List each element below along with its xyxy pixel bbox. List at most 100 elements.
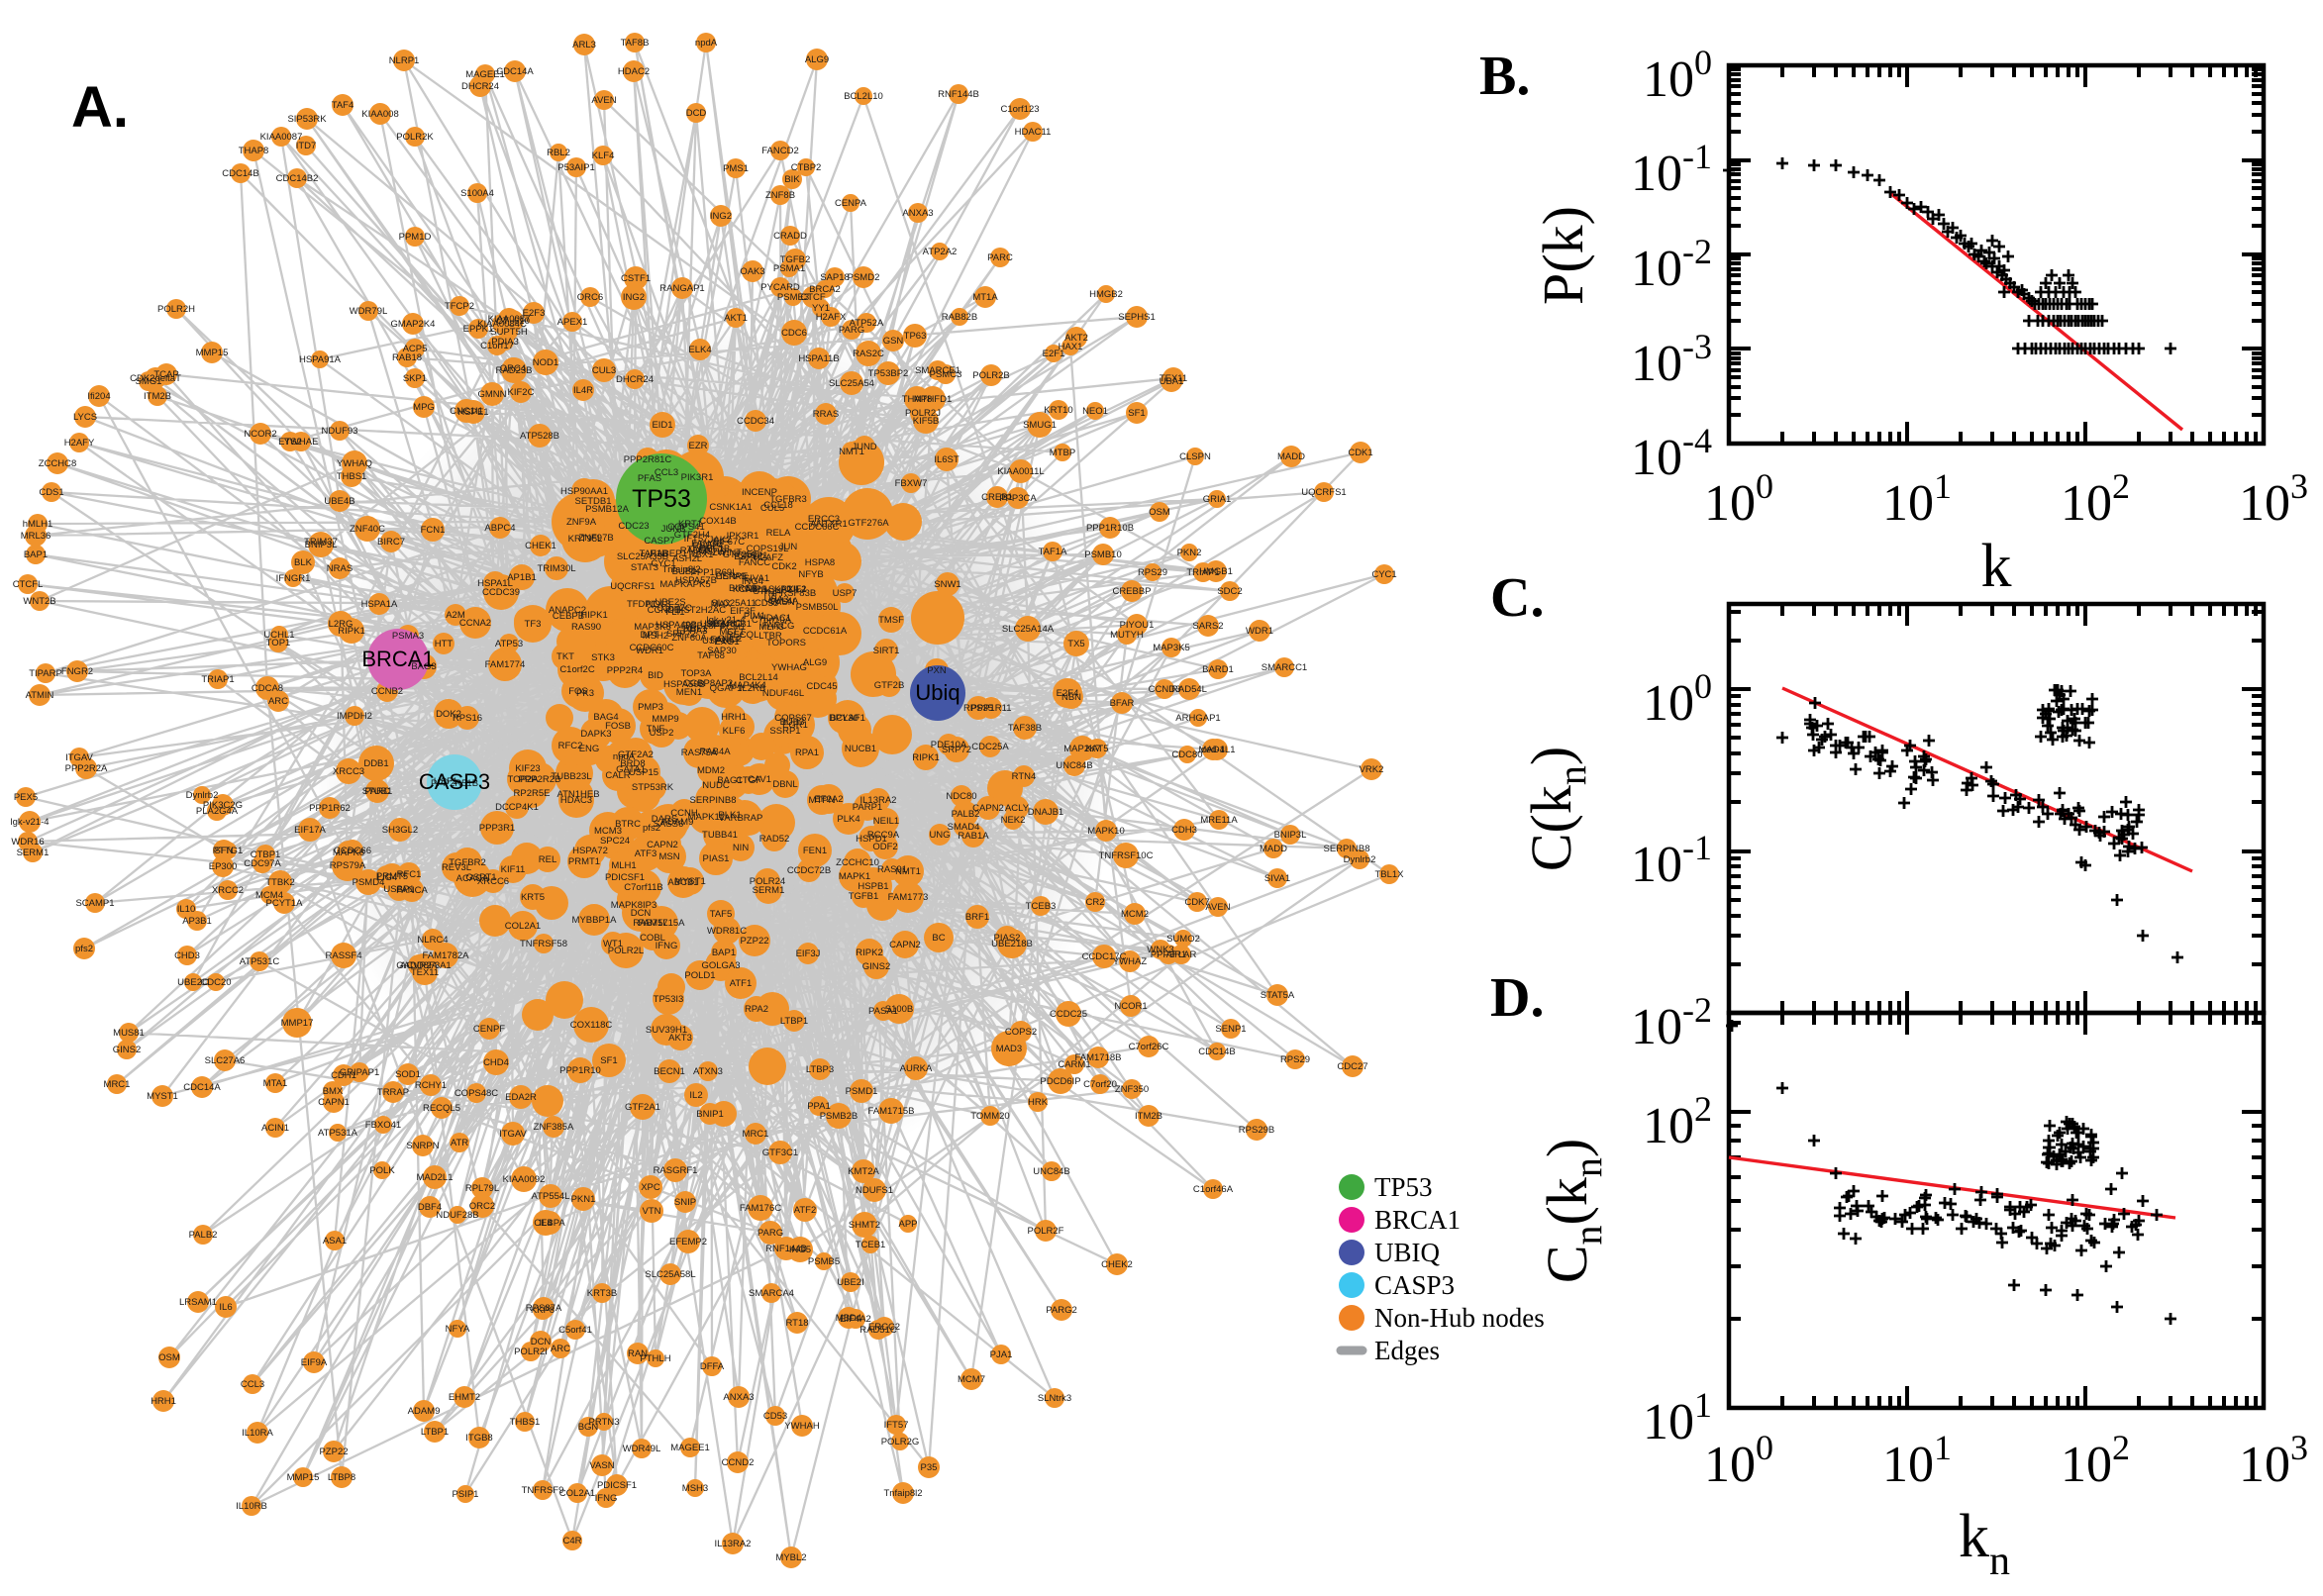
- svg-text:RBL2: RBL2: [547, 148, 570, 158]
- svg-text:LRSAM1: LRSAM1: [179, 1297, 217, 1308]
- svg-text:SMARCA4: SMARCA4: [749, 1288, 794, 1299]
- svg-text:EIF3J: EIF3J: [796, 948, 821, 959]
- svg-text:SERM1: SERM1: [753, 885, 785, 896]
- svg-text:CDK2deltaT: CDK2deltaT: [130, 373, 181, 384]
- svg-text:KIF1B: KIF1B: [704, 544, 730, 554]
- svg-text:COL2A1: COL2A1: [505, 921, 541, 932]
- svg-text:COPS41: COPS41: [667, 522, 705, 533]
- svg-text:CUL3: CUL3: [592, 365, 616, 376]
- svg-text:IFT57: IFT57: [884, 1420, 909, 1431]
- svg-text:EXO1: EXO1: [714, 637, 739, 648]
- svg-text:COPS67: COPS67: [774, 713, 812, 724]
- svg-text:USP2: USP2: [650, 728, 674, 739]
- svg-text:S100A4: S100A4: [460, 188, 494, 199]
- svg-text:WNK3: WNK3: [1147, 945, 1173, 955]
- svg-text:P(k): P(k): [1531, 206, 1595, 305]
- svg-text:TOP2A: TOP2A: [508, 774, 540, 785]
- svg-text:HMGB1: HMGB1: [1199, 566, 1233, 577]
- svg-text:TEX11: TEX11: [1160, 373, 1187, 384]
- svg-text:ABL1: ABL1: [745, 584, 767, 595]
- svg-text:UBE4B: UBE4B: [324, 496, 354, 507]
- svg-text:CYC1: CYC1: [1371, 569, 1396, 580]
- svg-text:USF1: USF1: [434, 776, 457, 787]
- svg-text:POLR2J: POLR2J: [905, 408, 941, 419]
- svg-text:RCHY1: RCHY1: [415, 1080, 447, 1091]
- svg-text:MCM7: MCM7: [958, 1374, 985, 1385]
- svg-text:MAGEE1: MAGEE1: [465, 69, 505, 80]
- svg-text:RANGAP1: RANGAP1: [659, 283, 704, 294]
- svg-text:RAD23B: RAD23B: [496, 365, 533, 376]
- svg-text:AKT2: AKT2: [1064, 333, 1088, 344]
- svg-text:FOS: FOS: [568, 686, 588, 697]
- svg-text:VRK2: VRK2: [1360, 764, 1384, 775]
- svg-text:CDC45: CDC45: [806, 681, 837, 692]
- svg-text:RFC1: RFC1: [397, 869, 422, 880]
- svg-text:IL6: IL6: [219, 1302, 232, 1313]
- svg-text:FAM1774: FAM1774: [485, 659, 526, 670]
- svg-text:COPS19L: COPS19L: [747, 544, 789, 554]
- svg-text:UBIQ: UBIQ: [1374, 1238, 1440, 1267]
- svg-text:PSMB50L: PSMB50L: [796, 602, 839, 613]
- svg-text:SF1: SF1: [1128, 408, 1145, 419]
- svg-text:TP53: TP53: [632, 485, 691, 513]
- svg-text:SLC27A6: SLC27A6: [205, 1055, 246, 1066]
- svg-text:PIK3R1: PIK3R1: [681, 472, 714, 483]
- svg-text:SIRT1: SIRT1: [873, 646, 900, 656]
- svg-text:TIPARP: TIPARP: [29, 668, 62, 679]
- svg-text:BRD8: BRD8: [620, 758, 645, 769]
- svg-text:ACLY: ACLY: [1005, 803, 1030, 814]
- svg-text:L2RG: L2RG: [329, 619, 354, 630]
- svg-text:STAT3: STAT3: [631, 562, 658, 573]
- svg-text:POLK: POLK: [369, 1165, 395, 1176]
- svg-text:CCDC34: CCDC34: [737, 416, 774, 427]
- svg-text:CAV1: CAV1: [748, 774, 771, 785]
- svg-text:MTPN: MTPN: [809, 795, 836, 806]
- svg-text:FEN1: FEN1: [803, 846, 827, 856]
- svg-text:CCDC17C: CCDC17C: [1082, 951, 1127, 962]
- svg-text:CCDC39: CCDC39: [482, 587, 520, 598]
- svg-text:RAB18: RAB18: [392, 352, 422, 363]
- svg-text:WDR16: WDR16: [11, 837, 44, 848]
- svg-text:PLA2G4A: PLA2G4A: [196, 806, 239, 817]
- svg-text:H2AFX: H2AFX: [816, 312, 847, 323]
- svg-text:CDC14A: CDC14A: [496, 66, 534, 77]
- svg-text:XRCC3: XRCC3: [333, 766, 364, 777]
- svg-text:BNIP3L: BNIP3L: [1274, 830, 1307, 841]
- svg-text:CAPN1: CAPN1: [318, 1097, 350, 1108]
- svg-text:QGAP1: QGAP1: [710, 683, 743, 694]
- svg-text:FLI1: FLI1: [665, 607, 684, 618]
- svg-text:GTF2H4: GTF2H4: [674, 530, 710, 541]
- svg-text:ZCCHC10: ZCCHC10: [836, 857, 879, 868]
- svg-text:PSMB5: PSMB5: [808, 1256, 840, 1267]
- svg-text:MPG: MPG: [413, 402, 435, 413]
- svg-text:Cn(kn): Cn(kn): [1535, 1139, 1610, 1283]
- svg-text:TMSF: TMSF: [878, 615, 904, 626]
- svg-text:npdA: npdA: [613, 751, 636, 762]
- svg-text:DOK2: DOK2: [436, 709, 461, 720]
- svg-text:CASP3: CASP3: [419, 769, 490, 794]
- svg-text:TEX11: TEX11: [411, 967, 439, 978]
- svg-text:BUB3: BUB3: [780, 717, 805, 728]
- svg-text:SFN: SFN: [215, 846, 234, 856]
- svg-text:CHEK1: CHEK1: [525, 541, 556, 551]
- svg-text:STK3: STK3: [591, 652, 615, 663]
- svg-text:FAM1715A: FAM1715A: [639, 918, 686, 929]
- svg-text:COPS48C: COPS48C: [454, 1088, 498, 1099]
- svg-text:MADD: MADD: [1260, 844, 1287, 854]
- svg-text:POLR2G: POLR2G: [881, 1437, 920, 1447]
- svg-text:SASS6: SASS6: [654, 819, 684, 830]
- svg-text:EID1: EID1: [652, 420, 672, 431]
- svg-text:CTCF: CTCF: [800, 292, 826, 303]
- svg-text:Ubiq: Ubiq: [915, 680, 960, 705]
- svg-text:APEX1: APEX1: [557, 317, 588, 328]
- svg-text:CREBBP: CREBBP: [1112, 586, 1151, 597]
- svg-text:BID: BID: [648, 670, 663, 681]
- svg-text:KAT5: KAT5: [1085, 744, 1108, 754]
- svg-text:PIAS1: PIAS1: [703, 853, 730, 864]
- svg-text:S100B: S100B: [885, 1004, 914, 1015]
- svg-text:REV3L: REV3L: [442, 862, 471, 873]
- svg-text:GOLGA3: GOLGA3: [701, 960, 740, 971]
- svg-text:SNW1: SNW1: [934, 579, 960, 590]
- svg-text:NCOR1: NCOR1: [1114, 1001, 1147, 1012]
- svg-text:CCDC66C: CCDC66C: [795, 522, 840, 533]
